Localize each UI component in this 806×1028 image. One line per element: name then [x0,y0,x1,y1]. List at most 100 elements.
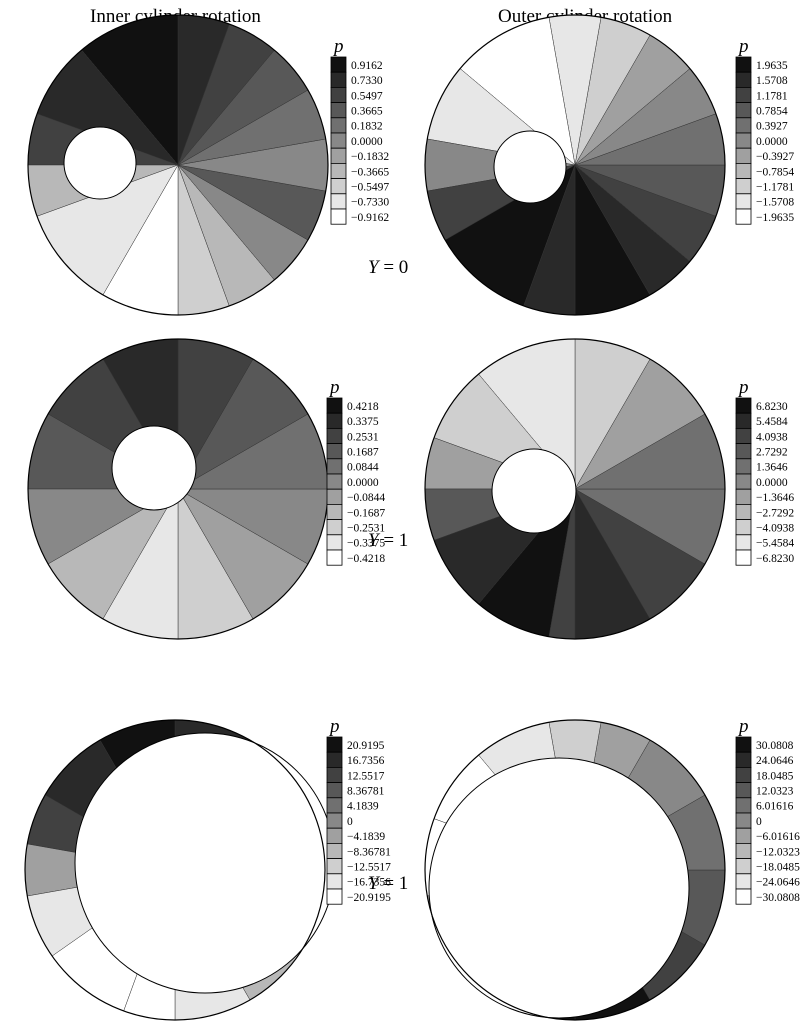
colorbar-title: p [737,36,749,57]
colorbar-swatch [330,193,347,210]
colorbar-tick-label: 0.0000 [347,477,379,489]
colorbar-tick-label: −0.1687 [347,507,385,519]
colorbar-tick-label: −0.3665 [351,166,389,178]
colorbar-swatch [735,132,752,149]
colorbar-swatch [735,71,752,88]
colorbar-tick-label: 30.0808 [756,740,794,752]
colorbar-title: p [328,377,340,398]
colorbar-title: p [328,716,340,737]
colorbar-swatch [735,888,752,905]
colorbar-swatch [735,767,752,784]
colorbar-swatch [326,858,343,875]
colorbar-tick-label: −0.3375 [347,538,385,550]
colorbar-swatch [330,147,347,164]
colorbar-swatch [735,736,752,753]
colorbar-swatch [735,782,752,799]
colorbar-title: p [332,36,344,57]
colorbar-tick-label: −0.1832 [351,151,389,163]
colorbar-swatch [326,473,343,490]
colorbar-swatch [326,797,343,814]
contour-panel-r2-outer [424,338,726,640]
contour-panel-r3-inner [24,719,336,1021]
colorbar-r3-inner: p 20.9195 16.7356 12.5517 8.36781 4.1839 0 −4.1… [326,716,391,905]
inner-cylinder [111,425,197,511]
colorbar-swatch [735,458,752,475]
colorbar-tick-label: 12.5517 [347,770,385,782]
colorbar-swatch [735,178,752,195]
colorbar-r1-inner: p 0.9162 0.7330 0.5497 0.3665 0.1832 0.0000 −0.… [330,36,389,225]
colorbar-tick-label: 0.0000 [756,477,788,489]
colorbar-swatch [326,782,343,799]
colorbar-tick-label: −6.01616 [756,831,800,843]
colorbar-tick-label: 6.01616 [756,801,794,813]
colorbar-swatch [326,549,343,566]
colorbar-tick-label: −0.0844 [347,492,385,504]
colorbar-swatch [735,503,752,520]
contour-panel-r1-outer [424,14,726,316]
colorbar-tick-label: 0 [756,816,762,828]
inner-cylinder [74,732,336,994]
colorbar-title: p [737,716,749,737]
colorbar-swatch [735,519,752,536]
colorbar-tick-label: 5.4584 [756,416,788,428]
colorbar-tick-label: −4.1839 [347,831,385,843]
colorbar-swatch [735,534,752,551]
colorbar-tick-label: 0.3927 [756,121,788,133]
colorbar-tick-label: −12.0323 [756,846,800,858]
colorbar-swatch [735,208,752,225]
outer-cylinder [27,14,329,316]
outer-cylinder [424,338,726,640]
colorbar-tick-label: 0.0000 [756,136,788,148]
colorbar-swatch [735,443,752,460]
colorbar-tick-label: 12.0323 [756,785,794,797]
colorbar-tick-label: −0.3927 [756,151,794,163]
colorbar-tick-label: −8.36781 [347,846,391,858]
colorbar-swatch [326,873,343,890]
colorbar-tick-label: 4.1839 [347,801,379,813]
colorbar-tick-label: 0 [347,816,353,828]
row-label-1: Y = 0 [368,257,409,278]
colorbar-swatch [735,843,752,860]
colorbar-tick-label: −0.4218 [347,553,385,565]
colorbar-tick-label: 18.0485 [756,770,794,782]
colorbar-tick-label: 16.7356 [347,755,385,767]
colorbar-tick-label: 1.1781 [756,90,788,102]
colorbar-swatch [735,147,752,164]
colorbar-tick-label: 1.9635 [756,60,788,72]
colorbar-swatch [326,534,343,551]
inner-cylinder [63,126,137,200]
contour-panel-r1-inner [27,14,329,316]
colorbar-tick-label: 8.36781 [347,785,385,797]
colorbar-swatch [330,71,347,88]
colorbar-swatch [735,797,752,814]
colorbar-tick-label: 0.9162 [351,60,383,72]
colorbar-tick-label: 24.0646 [756,755,794,767]
colorbar-swatch [330,178,347,195]
colorbar-tick-label: 0.3375 [347,416,379,428]
colorbar-swatch [735,162,752,179]
colorbar-tick-label: 0.7330 [351,75,383,87]
colorbar-tick-label: −24.0646 [756,877,800,889]
row-label-2: Y = 1 [368,530,409,551]
row-label-3: Y = 1 [368,873,409,894]
colorbar-swatch [330,132,347,149]
colorbar-tick-label: −20.9195 [347,892,391,904]
colorbar-tick-label: −0.9162 [351,212,389,224]
colorbar-tick-label: 1.5708 [756,75,788,87]
outer-cylinder [24,719,326,1021]
colorbar-swatch [326,503,343,520]
colorbar-swatch [735,473,752,490]
colorbar-swatch [330,117,347,134]
colorbar-swatch [326,751,343,768]
inner-cylinder [493,130,567,204]
colorbar-swatch [326,427,343,444]
colorbar-r3-outer: p 30.0808 24.0646 18.0485 12.0323 6.01616 0 −6.… [735,716,800,905]
colorbar-swatch [326,767,343,784]
colorbar-swatch [735,102,752,119]
colorbar-tick-label: 0.5497 [351,90,383,102]
colorbar-swatch [326,736,343,753]
colorbar-swatch [330,162,347,179]
colorbar-tick-label: −12.5517 [347,861,391,873]
colorbar-tick-label: 0.1832 [351,121,383,133]
